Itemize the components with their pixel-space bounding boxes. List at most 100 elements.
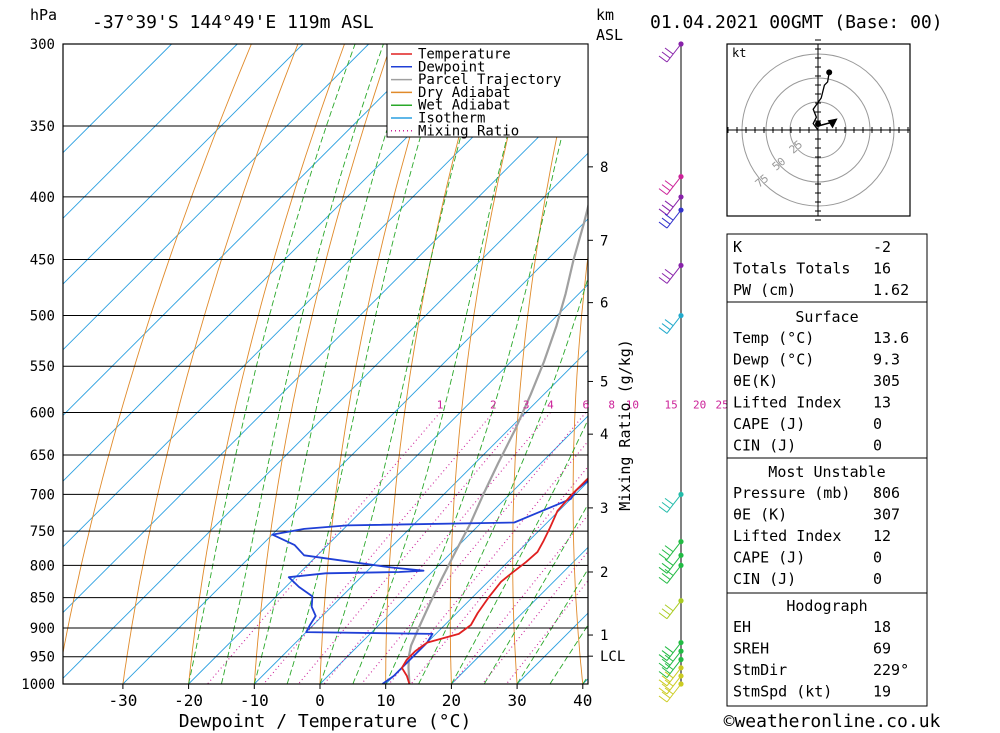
height-tick-label: 2 [600, 565, 608, 581]
pressure-tick-label: 700 [30, 487, 55, 503]
km-unit-label: km [596, 6, 614, 24]
stats-mu-label: Lifted Index [733, 527, 841, 545]
wet-adiabat-line [451, 418, 588, 684]
isotherm-line [63, 152, 588, 679]
wind-barb-flag [658, 671, 668, 678]
pressure-tick-label: 900 [30, 621, 55, 637]
wind-barb-flag [661, 608, 671, 616]
stats-surface-label: Lifted Index [733, 394, 841, 412]
stats-hodo-value: 18 [873, 618, 891, 636]
stats-mu-value: 0 [873, 549, 882, 567]
wind-barb-flag [661, 51, 671, 59]
wind-barb-flag [658, 576, 668, 584]
legend-label: Dry Adiabat [418, 85, 511, 101]
wind-barb-flag [664, 604, 674, 612]
pressure-unit-label: hPa [30, 6, 57, 24]
wind-barb-shaft [666, 642, 682, 661]
mixing-ratio-axis-title: Mixing Ratio (g/kg) [616, 339, 634, 511]
legend-box [386, 43, 589, 138]
wind-barb [658, 642, 682, 661]
stats-general-value: 16 [873, 260, 891, 278]
pressure-tick-label: 750 [30, 524, 55, 540]
wind-barb-flag [664, 671, 674, 679]
wind-barb-flag [664, 213, 674, 221]
stats-general-label: PW (cm) [733, 281, 796, 299]
wind-barb-shaft [666, 315, 682, 334]
wind-barb [658, 650, 682, 670]
credit-text: ©weatheronline.co.uk [724, 711, 941, 732]
hodograph-end-dot [826, 69, 833, 76]
legend-label: Dewpoint [418, 59, 485, 75]
wind-barb [658, 494, 682, 513]
isotherm-line [63, 44, 304, 285]
mixing-ratio-line [505, 579, 588, 684]
stats-general-box [726, 233, 928, 303]
mixing-ratio-tick-label: 15 [665, 398, 678, 411]
legend-label: Temperature [418, 47, 511, 63]
stats-mu-label: CAPE (J) [733, 549, 805, 567]
stats-hodo-label: SREH [733, 640, 769, 658]
wind-barb-flag [664, 269, 674, 276]
x-tick-label: 20 [442, 691, 461, 710]
wind-barb [658, 265, 682, 284]
wind-barb-flag [664, 568, 674, 576]
dry-adiabat-line [632, 44, 671, 684]
x-tick-label: 10 [376, 691, 395, 710]
stats-surface-label: θE(K) [733, 372, 778, 390]
stats-surface-label: CAPE (J) [733, 415, 805, 433]
stats-surface-title: Surface [795, 308, 858, 326]
wind-barb-flag [661, 549, 671, 557]
height-tick-label: 3 [600, 501, 608, 517]
wind-barb-flag [661, 572, 671, 580]
x-tick-label: -20 [174, 691, 203, 710]
wind-barb-flag [661, 667, 671, 674]
stats-surface-value: 13 [873, 394, 891, 412]
wind-barb [658, 196, 682, 216]
isotherm-line [63, 44, 238, 219]
stats-mu-label: θE (K) [733, 506, 787, 524]
legend-label: Isotherm [418, 111, 485, 127]
stats-surface-value: 0 [873, 437, 882, 455]
mixing-ratio-tick-label: 20 [693, 398, 706, 411]
isotherm-line [63, 44, 172, 154]
date-title: 01.04.2021 00GMT (Base: 00) [650, 12, 943, 33]
dry-adiabat-line [688, 44, 717, 684]
isotherm-line [122, 218, 588, 684]
height-tick-label: 7 [600, 233, 608, 249]
mixing-ratio-line [410, 465, 588, 684]
wind-barb-flag [658, 662, 668, 670]
x-tick-label: -30 [108, 691, 137, 710]
mixing-ratio-tick-label: 25 [715, 398, 728, 411]
wind-barb-flag [658, 277, 668, 284]
legend-label: Parcel Trajectory [418, 72, 561, 88]
stats-hodo-value: 69 [873, 640, 891, 658]
wind-barb-flag [664, 319, 674, 326]
isotherm-line [63, 44, 501, 482]
temperature-line [400, 477, 588, 684]
wind-barb-shaft [666, 43, 682, 63]
wind-barb [658, 565, 682, 584]
mixing-ratio-labels: 1 2 3 4 6 8 10 15 20 25 [437, 398, 729, 411]
pressure-axis: 300 350 400 450 500 550 600 650 700 750 800 850 900 9… [21, 37, 55, 693]
legend-label: Wet Adiabat [418, 98, 511, 114]
mixing-ratio-line [388, 440, 588, 684]
stats-general-label: Totals Totals [733, 260, 850, 278]
isotherm-line [253, 349, 588, 684]
wind-barb-flag [661, 204, 671, 212]
dry-adiabat-line [996, 44, 1000, 684]
pressure-tick-label: 350 [30, 119, 55, 135]
wet-adiabat-line [188, 44, 356, 684]
wind-barb-shaft [666, 650, 682, 670]
stats-surface-value: 9.3 [873, 351, 900, 369]
hodograph-unit-label: kt [732, 46, 746, 60]
height-tick-label: 4 [600, 427, 608, 443]
stats-general-value: -2 [873, 238, 891, 256]
pressure-tick-label: 450 [30, 253, 55, 269]
stats-mu-value: 307 [873, 506, 900, 524]
hodograph-ring-label: 25 [787, 138, 806, 156]
isotherm-line [319, 415, 588, 684]
stats-mu-value: 0 [873, 570, 882, 588]
stats-surface-label: Dewp (°C) [733, 351, 814, 369]
pressure-tick-label: 850 [30, 591, 55, 607]
